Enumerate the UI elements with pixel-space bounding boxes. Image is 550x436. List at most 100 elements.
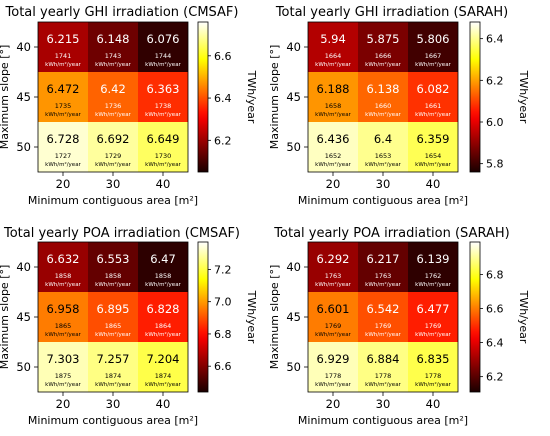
heatmap-cell bbox=[138, 122, 188, 172]
cell-sublabel: 1874 bbox=[155, 372, 172, 380]
cell-sublabel: 1727 bbox=[55, 152, 72, 160]
colorbar bbox=[469, 241, 481, 393]
heatmap-cell bbox=[308, 242, 358, 292]
y-tick-label: 50 bbox=[286, 140, 301, 154]
cell-sublabel-unit: kWh/m²/year bbox=[365, 281, 401, 288]
x-axis-label: Minimum contiguous area [m²] bbox=[298, 414, 468, 427]
heatmap-cell bbox=[408, 122, 458, 172]
x-axis-label: Minimum contiguous area [m²] bbox=[298, 194, 468, 207]
chart-title: Total yearly GHI irradiation (SARAH) bbox=[275, 5, 508, 20]
x-tick-label: 30 bbox=[376, 177, 391, 191]
cell-value-label: 6.477 bbox=[417, 302, 450, 316]
cell-value-label: 7.257 bbox=[97, 352, 130, 366]
x-tick-label: 20 bbox=[56, 177, 71, 191]
cell-sublabel-unit: kWh/m²/year bbox=[365, 61, 401, 68]
cell-sublabel-unit: kWh/m²/year bbox=[145, 331, 181, 338]
cell-sublabel: 1875 bbox=[55, 372, 72, 380]
cell-value-label: 6.215 bbox=[47, 32, 80, 46]
colorbar-tick-label: 6.4 bbox=[214, 92, 232, 105]
cell-sublabel: 1762 bbox=[425, 272, 442, 280]
cell-value-label: 6.082 bbox=[417, 82, 450, 96]
heatmap-cell bbox=[38, 342, 88, 392]
y-tick-label: 45 bbox=[16, 310, 31, 324]
heatmap-panel: Total yearly GHI irradiation (CMSAF)6.21… bbox=[0, 5, 258, 207]
heatmap-cell bbox=[38, 242, 88, 292]
x-tick-label: 30 bbox=[106, 397, 121, 411]
heatmap-cell bbox=[138, 72, 188, 122]
cell-sublabel-unit: kWh/m²/year bbox=[365, 381, 401, 388]
cell-sublabel: 1735 bbox=[55, 102, 72, 110]
cell-value-label: 6.363 bbox=[147, 82, 180, 96]
heatmap-cell bbox=[408, 242, 458, 292]
cell-sublabel-unit: kWh/m²/year bbox=[315, 61, 351, 68]
cell-sublabel: 1864 bbox=[155, 322, 172, 330]
colorbar-tick-label: 6.2 bbox=[214, 134, 232, 147]
cell-sublabel-unit: kWh/m²/year bbox=[415, 381, 451, 388]
heatmap-panel: Total yearly POA irradiation (SARAH) 6.29… bbox=[268, 226, 530, 427]
cell-value-label: 6.828 bbox=[147, 302, 180, 316]
cell-sublabel: 1778 bbox=[325, 372, 342, 380]
colorbar-tick-label: 6.8 bbox=[214, 328, 232, 341]
cell-sublabel-unit: kWh/m²/year bbox=[95, 111, 131, 118]
cell-value-label: 6.188 bbox=[317, 82, 350, 96]
cell-value-label: 5.875 bbox=[367, 32, 400, 46]
cell-value-label: 6.632 bbox=[47, 252, 80, 266]
heatmap-cell bbox=[138, 22, 188, 72]
cell-value-label: 6.148 bbox=[97, 32, 130, 46]
heatmap-cell bbox=[38, 22, 88, 72]
heatmap-cell bbox=[138, 342, 188, 392]
cell-sublabel: 1730 bbox=[155, 152, 172, 160]
colorbar-label: TWh/year bbox=[517, 290, 530, 344]
y-axis-label: Maximum slope [°] bbox=[268, 45, 281, 150]
cell-sublabel-unit: kWh/m²/year bbox=[315, 331, 351, 338]
cell-value-label: 6.139 bbox=[417, 252, 450, 266]
cell-sublabel-unit: kWh/m²/year bbox=[415, 331, 451, 338]
chart-title: Total yearly GHI irradiation (CMSAF) bbox=[5, 5, 239, 20]
cell-value-label: 6.601 bbox=[317, 302, 350, 316]
colorbar-tick-label: 6.0 bbox=[486, 116, 504, 129]
cell-sublabel-unit: kWh/m²/year bbox=[145, 381, 181, 388]
colorbar-tick-label: 6.4 bbox=[486, 33, 504, 46]
cell-sublabel: 1778 bbox=[375, 372, 392, 380]
cell-sublabel: 1660 bbox=[375, 102, 392, 110]
heatmap-cell bbox=[408, 292, 458, 342]
colorbar-tick-label: 6.4 bbox=[486, 337, 504, 350]
heatmap-cell bbox=[88, 122, 138, 172]
cell-sublabel-unit: kWh/m²/year bbox=[415, 111, 451, 118]
colorbar bbox=[469, 21, 481, 173]
cell-sublabel: 1743 bbox=[105, 52, 122, 60]
cell-value-label: 6.436 bbox=[317, 132, 350, 146]
cell-value-label: 6.076 bbox=[147, 32, 180, 46]
cell-value-label: 6.884 bbox=[367, 352, 400, 366]
colorbar-label: TWh/year bbox=[245, 290, 258, 344]
cell-sublabel: 1666 bbox=[375, 52, 392, 60]
y-tick-label: 45 bbox=[286, 310, 301, 324]
cell-sublabel: 1763 bbox=[375, 272, 392, 280]
cell-sublabel: 1769 bbox=[325, 322, 342, 330]
y-tick-label: 40 bbox=[286, 40, 301, 54]
colorbar bbox=[197, 241, 209, 393]
heatmap-panel: Total yearly GHI irradiation (SARAH) 5.94… bbox=[268, 5, 530, 207]
cell-sublabel: 1658 bbox=[325, 102, 342, 110]
heatmap-cell bbox=[38, 122, 88, 172]
x-tick-label: 20 bbox=[56, 397, 71, 411]
y-tick-label: 50 bbox=[16, 140, 31, 154]
cell-sublabel-unit: kWh/m²/year bbox=[95, 381, 131, 388]
cell-sublabel: 1736 bbox=[105, 102, 122, 110]
colorbar-tick-label: 6.8 bbox=[486, 268, 504, 281]
cell-sublabel-unit: kWh/m²/year bbox=[145, 161, 181, 168]
x-axis-label: Minimum contiguous area [m²] bbox=[28, 414, 198, 427]
x-tick-label: 40 bbox=[426, 397, 441, 411]
cell-sublabel-unit: kWh/m²/year bbox=[45, 381, 81, 388]
heatmap-cell bbox=[88, 22, 138, 72]
cell-value-label: 6.472 bbox=[47, 82, 80, 96]
cell-sublabel-unit: kWh/m²/year bbox=[95, 61, 131, 68]
cell-sublabel-unit: kWh/m²/year bbox=[365, 111, 401, 118]
chart-title: Total yearly POA irradiation (CMSAF) bbox=[3, 226, 240, 241]
cell-value-label: 7.303 bbox=[47, 352, 80, 366]
cell-value-label: 5.94 bbox=[320, 32, 346, 46]
cell-sublabel: 1874 bbox=[105, 372, 122, 380]
cell-value-label: 6.553 bbox=[97, 252, 130, 266]
cell-sublabel-unit: kWh/m²/year bbox=[145, 111, 181, 118]
